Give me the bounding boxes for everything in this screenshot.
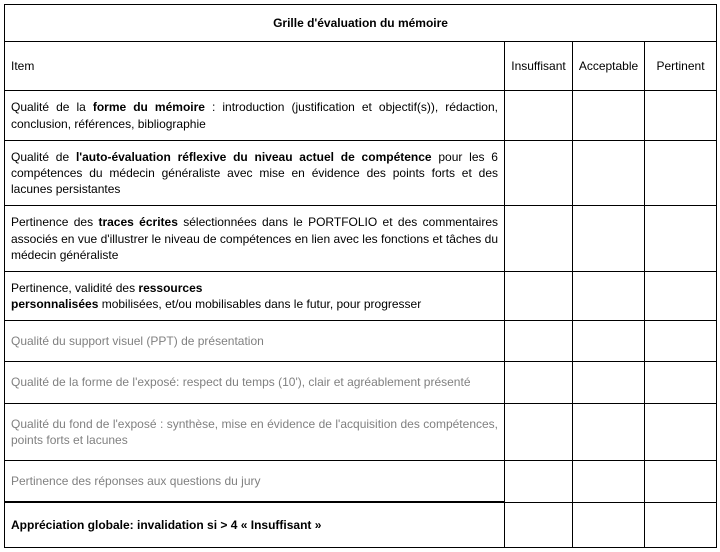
criterion-5: Qualité de la forme de l'exposé: respect… <box>5 362 505 403</box>
footer-1 <box>505 502 573 548</box>
cell-7-2 <box>573 461 645 503</box>
cell-6-1 <box>505 403 573 460</box>
criterion-6: Qualité du fond de l'exposé : synthèse, … <box>5 403 505 460</box>
cell-4-3 <box>645 321 717 362</box>
cell-0-3 <box>645 91 717 140</box>
cell-1-2 <box>573 140 645 206</box>
cell-2-3 <box>645 206 717 272</box>
cell-3-3 <box>645 271 717 320</box>
criterion-3: Pertinence, validité des ressourcesperso… <box>5 271 505 320</box>
header-col-2: Acceptable <box>573 42 645 91</box>
cell-0-1 <box>505 91 573 140</box>
cell-7-1 <box>505 461 573 503</box>
footer-3 <box>645 502 717 548</box>
cell-0-2 <box>573 91 645 140</box>
criterion-2: Pertinence des traces écrites sélectionn… <box>5 206 505 272</box>
header-col-1: Insuffisant <box>505 42 573 91</box>
cell-5-2 <box>573 362 645 403</box>
criterion-1: Qualité de l'auto-évaluation réflexive d… <box>5 140 505 206</box>
criterion-0: Qualité de la forme du mémoire : introdu… <box>5 91 505 140</box>
criterion-4: Qualité du support visuel (PPT) de prése… <box>5 321 505 362</box>
criterion-7: Pertinence des réponses aux questions du… <box>5 461 505 503</box>
cell-1-3 <box>645 140 717 206</box>
cell-1-1 <box>505 140 573 206</box>
header-item: Item <box>5 42 505 91</box>
cell-3-1 <box>505 271 573 320</box>
table-title: Grille d'évaluation du mémoire <box>5 5 717 42</box>
cell-5-3 <box>645 362 717 403</box>
footer-2 <box>573 502 645 548</box>
header-col-3: Pertinent <box>645 42 717 91</box>
cell-2-2 <box>573 206 645 272</box>
cell-5-1 <box>505 362 573 403</box>
cell-2-1 <box>505 206 573 272</box>
footer-label: Appréciation globale: invalidation si > … <box>5 502 505 548</box>
cell-7-3 <box>645 461 717 503</box>
cell-6-3 <box>645 403 717 460</box>
cell-3-2 <box>573 271 645 320</box>
cell-6-2 <box>573 403 645 460</box>
cell-4-2 <box>573 321 645 362</box>
cell-4-1 <box>505 321 573 362</box>
evaluation-grid: Grille d'évaluation du mémoireItemInsuff… <box>4 4 717 548</box>
